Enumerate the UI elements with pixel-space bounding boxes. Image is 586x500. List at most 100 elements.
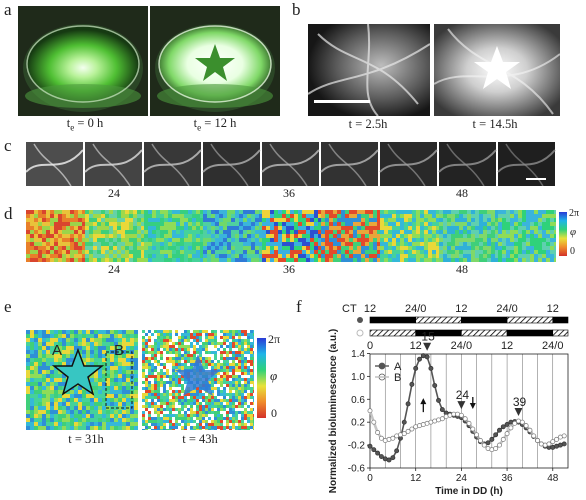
data-point-b	[401, 431, 407, 437]
y-axis-label: Normalized bioluminescence (a.u.)	[328, 329, 339, 493]
strip-c-frame	[143, 142, 202, 186]
data-point-b	[535, 438, 540, 443]
strip-c-frame	[202, 142, 261, 186]
ct-tick-label: 12	[455, 303, 467, 315]
ct2-bar-segment	[369, 329, 416, 337]
ct2-tick-label: 12	[501, 340, 513, 352]
ct2-tick-label: 24/0	[451, 340, 472, 352]
data-point-b	[512, 420, 518, 426]
caption-te12: te = 12 h	[193, 116, 237, 133]
data-point-a	[500, 424, 506, 430]
y-tick-label: -0.6	[348, 464, 366, 475]
rise-arrow-head	[420, 398, 427, 405]
data-point-b	[390, 435, 396, 441]
ct-bar-segment	[552, 316, 569, 324]
data-point-b	[550, 439, 556, 445]
panel-d-tick-24: 24	[108, 262, 120, 276]
data-point-a	[424, 354, 430, 360]
panel-f-chart: CT 12 24/0 12 24/0 12 0 12 24/0 12 24/0 -0.6 -0.2 0.2…	[328, 303, 569, 497]
data-point-b	[554, 436, 560, 442]
data-point-a	[413, 365, 419, 371]
panel-e-images	[26, 330, 254, 430]
data-point-a	[493, 432, 499, 438]
data-point-a	[367, 443, 373, 449]
y-tick-label: -0.2	[348, 441, 366, 452]
x-tick-label: 24	[456, 473, 468, 484]
ct2-bar-segment	[461, 329, 508, 337]
panel-d-colorbar-top: 2π	[569, 208, 580, 219]
panel-label-b: b	[292, 0, 301, 19]
data-point-b	[458, 412, 464, 418]
data-point-b	[375, 430, 381, 435]
y-tick-label: 0.6	[351, 395, 365, 406]
data-point-a	[432, 383, 438, 388]
data-point-b	[523, 423, 529, 429]
data-point-b	[409, 426, 415, 432]
x-tick-label: 36	[502, 473, 514, 484]
gray-image-t14-5	[433, 24, 560, 116]
ct-bar-segment	[461, 316, 508, 324]
data-point-a	[485, 440, 491, 446]
panel-a-photos	[18, 6, 280, 116]
ct2-bar-segment	[506, 329, 554, 337]
panel-label-d: d	[4, 204, 13, 223]
caption-te0: te = 0 h	[66, 116, 104, 133]
dish-photo-te12	[150, 6, 280, 116]
data-point-a	[561, 441, 567, 447]
strip-d-frame	[498, 210, 556, 262]
data-point-a	[409, 381, 415, 387]
x-tick-label: 0	[367, 473, 373, 484]
data-point-a	[417, 356, 422, 362]
panel-d-colorbar	[559, 212, 567, 256]
strip-c-scale-bar	[526, 178, 546, 180]
data-point-b	[378, 435, 384, 441]
scale-bar	[314, 100, 370, 103]
panel-label-e: e	[4, 297, 12, 316]
region-label-a: A	[52, 342, 63, 359]
ct2-tick-label: 24/0	[542, 340, 563, 352]
data-point-b	[561, 433, 567, 439]
data-point-b	[405, 428, 411, 434]
data-point-b	[439, 416, 445, 422]
strip-c-frame	[26, 142, 84, 186]
region-label-b: B	[114, 342, 125, 359]
dark-star	[474, 46, 520, 89]
ct2-tick-label: 0	[367, 340, 373, 352]
peak-arrow	[514, 408, 523, 417]
data-point-a	[401, 419, 407, 425]
strip-d-frame	[321, 210, 381, 262]
legend-label: B	[394, 372, 401, 384]
panel-c-tick-36: 36	[283, 186, 295, 200]
strip-c-frame	[438, 142, 497, 186]
ct-tick-label: 12	[547, 303, 559, 315]
strip-d-frame	[203, 210, 263, 262]
data-point-b	[470, 426, 476, 432]
panel-label-f: f	[296, 297, 302, 316]
strip-d-frame	[26, 210, 86, 262]
fall-arrow-head	[469, 403, 476, 409]
data-point-b	[531, 433, 537, 439]
data-point-a	[394, 448, 400, 454]
data-point-a	[504, 422, 510, 427]
data-point-b	[367, 408, 373, 414]
data-point-b	[500, 436, 506, 442]
caption-t31: t = 31h	[68, 432, 104, 446]
panel-e-colorbar-bottom: 0	[271, 406, 277, 420]
panel-label-a: a	[4, 0, 12, 19]
ct-tick-label: 12	[364, 303, 376, 315]
strip-d-frame	[144, 210, 204, 262]
ct-bar-segment	[415, 316, 462, 324]
ct-tick-label: 24/0	[496, 303, 517, 315]
panel-d-colorbar-bottom: 0	[570, 246, 575, 257]
ct-tick-label: 24/0	[405, 303, 426, 315]
peak-label: 39	[513, 395, 527, 409]
y-tick-label: 1.0	[351, 372, 365, 383]
peak-arrow	[423, 342, 432, 351]
panel-e-colorbar-phi: φ	[270, 368, 278, 383]
peak-label: 24	[456, 388, 470, 402]
data-point-b	[477, 438, 483, 443]
data-point-b	[466, 420, 472, 426]
panel-c-tick-24: 24	[108, 186, 120, 200]
panel-c-strip	[26, 142, 556, 186]
data-point-a	[439, 407, 445, 413]
